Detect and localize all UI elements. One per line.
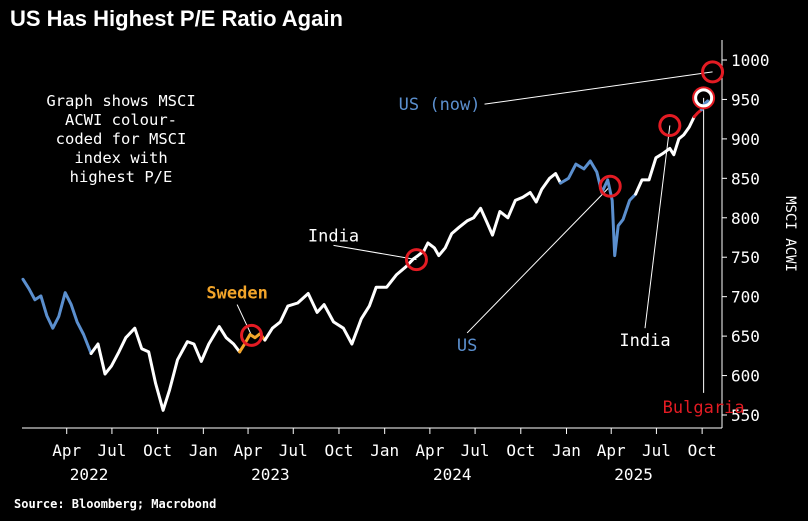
y-tick-label: 600: [731, 367, 760, 386]
y-axis-label: MSCI ACWI: [782, 196, 798, 272]
y-tick-label: 650: [731, 327, 760, 346]
highlight-circle-inner: [694, 88, 714, 108]
annotation-label: Sweden: [206, 284, 267, 304]
x-tick-label: Jan: [552, 441, 581, 460]
highlight-circle: [404, 248, 428, 272]
highlight-circle: [598, 174, 622, 198]
annotation-line: [236, 304, 252, 336]
series-segment-other: [89, 325, 242, 412]
annotation-label: US: [457, 336, 477, 356]
x-tick-label: Jan: [370, 441, 399, 460]
x-tick-label: Apr: [597, 441, 626, 460]
x-tick-label: Apr: [234, 441, 263, 460]
annotation-line: [484, 71, 713, 105]
series-segment-other: [263, 257, 415, 346]
y-tick-label: 700: [731, 288, 760, 307]
series-segment-us: [559, 159, 638, 258]
x-tick-label: Oct: [506, 441, 535, 460]
x-year-label: 2022: [70, 465, 109, 484]
x-tick-label: Apr: [415, 441, 444, 460]
annotation-label: US (now): [399, 95, 481, 115]
annotation-line: [466, 185, 611, 334]
annotation-line: [333, 244, 417, 261]
y-tick-label: 850: [731, 169, 760, 188]
x-year-label: 2024: [433, 465, 472, 484]
highlight-circle: [658, 113, 682, 137]
chart-title: US Has Highest P/E Ratio Again: [10, 6, 343, 31]
annotation-label: India: [619, 331, 670, 351]
x-tick-label: Jul: [461, 441, 490, 460]
x-tick-label: Oct: [325, 441, 354, 460]
x-year-label: 2023: [251, 465, 290, 484]
series-segment-us: [21, 277, 93, 355]
x-tick-label: Jul: [97, 441, 126, 460]
annotation-line: [644, 125, 671, 329]
series-segment-other: [634, 115, 696, 196]
series-segment-bulgaria: [692, 108, 704, 119]
chart-source: Source: Bloomberg; Macrobond: [14, 497, 217, 511]
y-tick-label: 1000: [731, 51, 770, 70]
y-tick-label: 950: [731, 90, 760, 109]
highlight-circle: [240, 323, 264, 347]
series-segment-other: [422, 172, 562, 258]
x-tick-label: Oct: [143, 441, 172, 460]
y-tick-label: 550: [731, 406, 760, 425]
annotation-label: India: [308, 226, 359, 246]
x-tick-label: Apr: [52, 441, 81, 460]
y-tick-label: 750: [731, 248, 760, 267]
annotation-label: Bulgaria: [663, 398, 745, 418]
y-tick-label: 900: [731, 130, 760, 149]
x-tick-label: Oct: [688, 441, 717, 460]
chart-note: Graph shows MSCI ACWI colour- coded for …: [46, 92, 196, 186]
x-year-label: 2025: [614, 465, 653, 484]
x-tick-label: Jul: [279, 441, 308, 460]
x-tick-label: Jul: [642, 441, 671, 460]
highlight-circle: [701, 60, 725, 84]
highlight-circle: [692, 86, 716, 110]
x-tick-label: Jan: [189, 441, 218, 460]
y-tick-label: 800: [731, 209, 760, 228]
